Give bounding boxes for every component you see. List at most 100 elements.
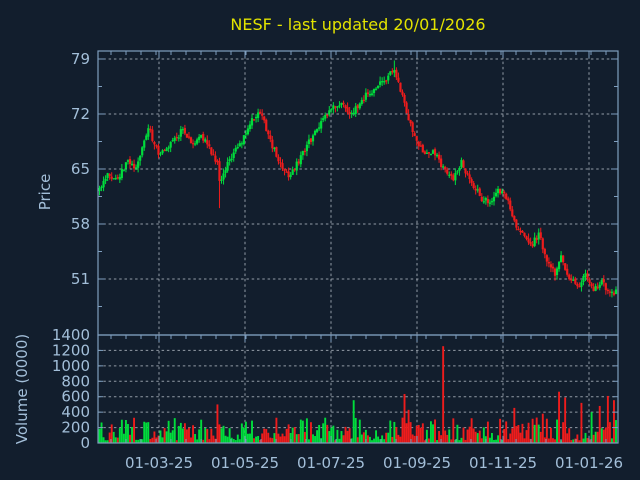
- volume-bar: [139, 439, 142, 443]
- volume-bar: [403, 394, 406, 443]
- volume-bar: [454, 439, 457, 443]
- volume-bar: [519, 432, 522, 443]
- candle: [161, 149, 164, 155]
- candle: [417, 140, 420, 150]
- volume-bar: [350, 438, 353, 443]
- candle: [421, 143, 424, 153]
- price-axis-label: Price: [36, 174, 54, 211]
- volume-bar: [167, 420, 170, 443]
- candle: [480, 193, 483, 202]
- volume-bar: [592, 434, 595, 443]
- candle: [470, 177, 473, 186]
- volume-bar: [393, 421, 396, 443]
- candle: [212, 149, 215, 156]
- volume-bar: [558, 391, 561, 443]
- volume-bar-series: [98, 346, 617, 443]
- candle: [588, 277, 591, 286]
- volume-bar: [342, 435, 345, 443]
- candle: [181, 126, 184, 134]
- volume-bar: [269, 437, 272, 443]
- volume-bar: [348, 428, 351, 443]
- volume-bar: [580, 402, 583, 443]
- candle: [462, 159, 465, 168]
- volume-bar: [547, 438, 550, 443]
- volume-bar: [265, 429, 268, 443]
- volume-bar: [173, 418, 176, 443]
- volume-bar: [356, 437, 359, 443]
- candle: [383, 76, 386, 85]
- price-tick-label: 79: [71, 50, 90, 68]
- volume-bar: [515, 426, 518, 443]
- volume-bar: [468, 426, 471, 443]
- candle: [513, 215, 516, 223]
- candle: [293, 168, 296, 172]
- tick-marks: [98, 51, 618, 444]
- volume-bar: [606, 395, 609, 443]
- candle: [442, 164, 445, 169]
- volume-bar: [434, 419, 436, 443]
- candle: [393, 60, 396, 78]
- volume-bar: [588, 439, 591, 443]
- volume-bar: [602, 429, 605, 443]
- volume-bar: [495, 439, 497, 443]
- volume-bar: [137, 439, 140, 443]
- candle: [466, 170, 469, 176]
- volume-bar: [147, 422, 150, 443]
- volume-bar: [336, 429, 339, 443]
- candle: [320, 117, 323, 133]
- volume-bar: [432, 424, 434, 443]
- candle: [486, 195, 489, 207]
- volume-bar: [249, 433, 251, 443]
- price-tick-label: 51: [71, 270, 90, 288]
- volume-bar: [240, 423, 243, 443]
- volume-bar: [411, 434, 414, 443]
- volume-bar: [326, 424, 329, 443]
- candle: [539, 227, 542, 240]
- candle: [562, 254, 565, 266]
- x-tick-label: 01-01-26: [555, 454, 623, 472]
- volume-bar: [517, 424, 520, 443]
- volume-bar: [493, 439, 495, 443]
- volume-bar: [387, 432, 390, 443]
- candle: [104, 175, 107, 185]
- volume-bar: [413, 435, 416, 443]
- volume-bar: [118, 428, 121, 443]
- candle: [338, 101, 341, 109]
- volume-bar: [427, 438, 430, 443]
- candle: [193, 140, 197, 147]
- volume-bar: [322, 423, 325, 443]
- volume-bar: [228, 428, 231, 443]
- candle: [269, 130, 272, 143]
- candle: [580, 280, 583, 292]
- candle: [468, 170, 471, 184]
- volume-bar: [301, 420, 304, 443]
- volume-bar: [421, 423, 424, 443]
- candle: [533, 232, 536, 248]
- volume-bar: [275, 417, 278, 443]
- volume-bar: [578, 440, 581, 443]
- candle: [555, 266, 559, 280]
- volume-bar: [135, 439, 138, 443]
- candle: [614, 286, 618, 295]
- candle: [342, 100, 345, 108]
- volume-bar: [474, 431, 477, 443]
- volume-bar: [251, 420, 253, 443]
- candle: [336, 106, 339, 112]
- volume-bar: [310, 422, 312, 443]
- candle: [362, 95, 365, 104]
- volume-bar: [497, 435, 500, 443]
- candle: [576, 282, 579, 289]
- volume-bar: [568, 428, 571, 443]
- volume-bar: [476, 433, 479, 443]
- candle: [137, 157, 140, 173]
- volume-bar: [238, 439, 241, 443]
- volume-bar: [98, 428, 101, 443]
- volume-bar: [181, 428, 184, 443]
- candle: [478, 187, 481, 197]
- candle: [572, 276, 575, 281]
- volume-bar: [533, 424, 536, 443]
- candle: [557, 260, 561, 272]
- volume-bar: [200, 419, 203, 443]
- volume-bar: [206, 429, 209, 443]
- candle: [511, 206, 514, 218]
